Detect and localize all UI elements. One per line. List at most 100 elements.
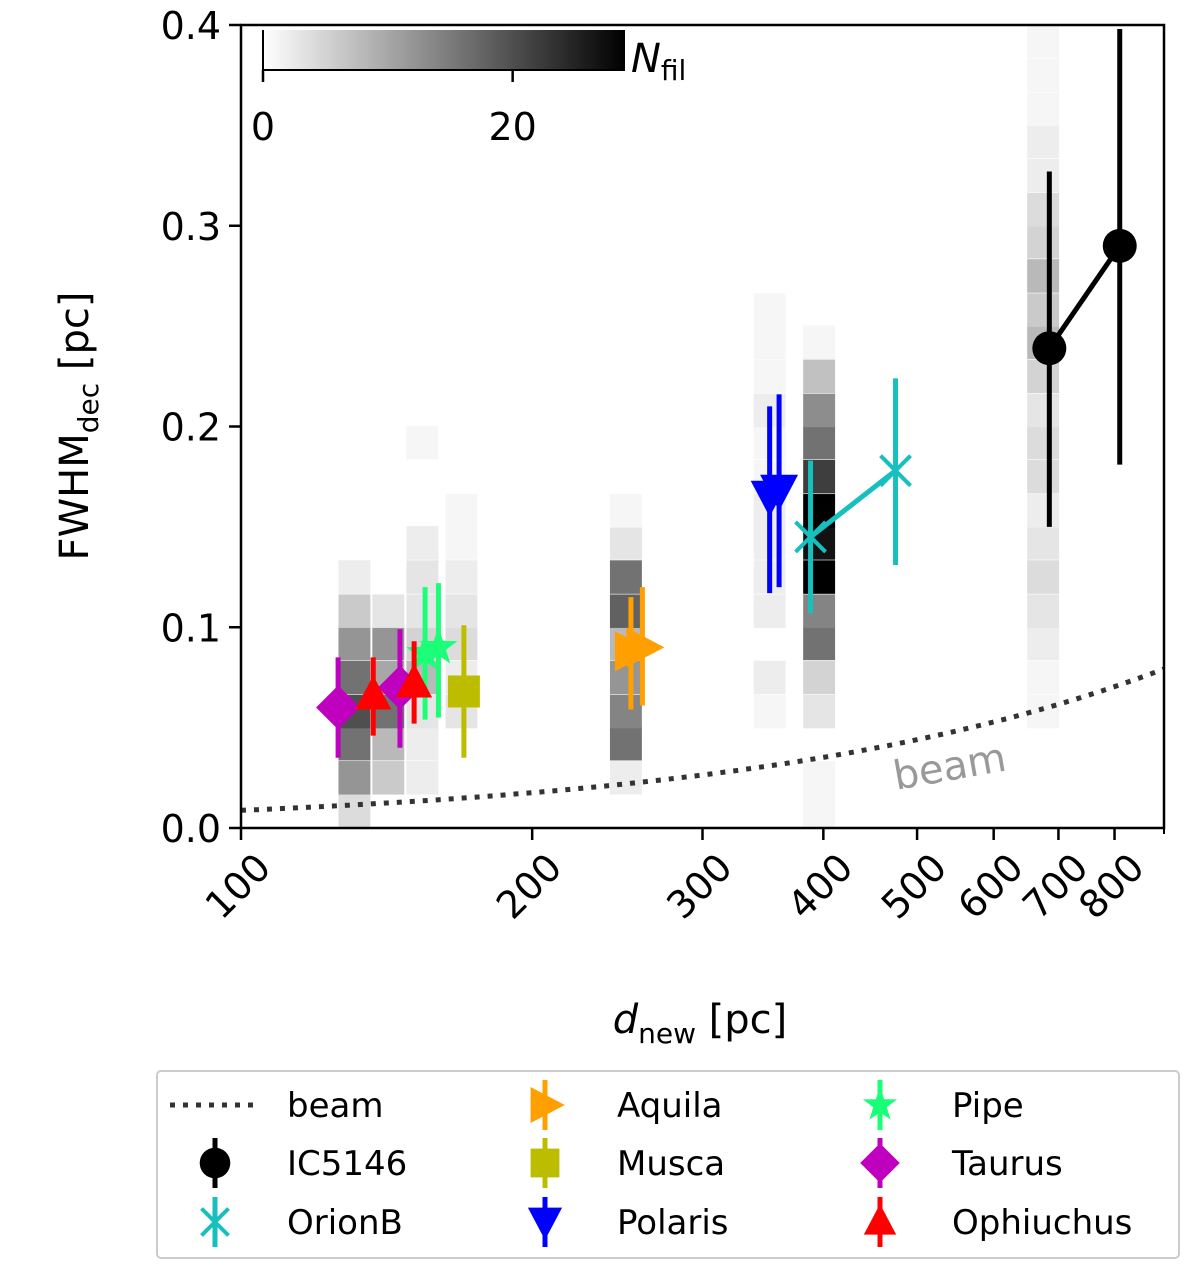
legend-item-polaris: Polaris <box>527 1197 729 1247</box>
legend-item-taurus: Taurus <box>860 1138 1063 1188</box>
y-tick-label: 0.4 <box>161 4 221 48</box>
series-taurus <box>316 629 422 758</box>
histogram-bin <box>338 560 371 594</box>
histogram-bin <box>803 393 836 428</box>
histogram-bin <box>1027 459 1060 494</box>
legend-item-musca: Musca <box>530 1138 725 1188</box>
histogram-bin <box>803 560 836 594</box>
colorbar-gradient <box>263 30 625 70</box>
legend-label-musca: Musca <box>617 1144 725 1184</box>
y-tick-label: 0.0 <box>161 807 221 851</box>
y-axis-title-unit: [pc] <box>52 292 98 383</box>
histogram-bin <box>338 660 371 695</box>
histogram-bin <box>609 560 642 594</box>
histogram-bin <box>609 694 642 729</box>
x-tick-label: 300 <box>658 845 740 927</box>
legend-label-beam: beam <box>287 1086 383 1126</box>
histogram-bin <box>1027 293 1060 327</box>
histogram-bin <box>609 494 642 528</box>
legend-swatch-ic5146 <box>199 1147 231 1179</box>
series-polaris <box>750 394 799 594</box>
histogram-bin <box>1027 660 1060 695</box>
colorbar-label-sub: fil <box>661 54 686 87</box>
histogram-bin <box>1027 393 1060 428</box>
x-axis-title-unit: [pc] <box>696 997 787 1043</box>
histogram-bin <box>609 660 642 695</box>
legend-label-taurus: Taurus <box>951 1144 1063 1184</box>
histogram-bin <box>445 494 478 528</box>
legend: beam IC5146 OrionB Aquila Musca Polaris Pipe Ta… <box>156 1070 1180 1259</box>
beam-curve-label: beam <box>890 735 1010 800</box>
histogram-bin <box>803 626 836 661</box>
histogram-bin <box>1027 494 1060 528</box>
legend-swatch-taurus <box>860 1143 900 1183</box>
histogram-bin <box>338 794 371 828</box>
histogram-bin <box>1027 694 1060 729</box>
x-tick-label: 400 <box>779 845 861 927</box>
colorbar-ticks: 0 20 <box>251 70 537 149</box>
colorbar-tick-label: 0 <box>251 105 275 149</box>
histogram-bin <box>803 660 836 695</box>
histogram-bin <box>753 325 786 359</box>
histogram-bin <box>753 293 786 327</box>
series-orionb <box>794 378 912 614</box>
legend-swatch-aquila <box>530 1087 565 1123</box>
y-axis-title: FWHMdec [pc] <box>52 292 105 561</box>
series-pipe <box>406 583 458 720</box>
histogram-bin <box>406 694 439 729</box>
legend-label-polaris: Polaris <box>617 1203 729 1243</box>
histogram-bin <box>338 726 371 761</box>
histogram-bin <box>1027 58 1060 92</box>
histogram-bin <box>445 526 478 560</box>
histogram-bin <box>1027 425 1060 460</box>
y-tick-label: 0.3 <box>161 205 221 249</box>
point-ic5146 <box>1032 331 1067 366</box>
point-ophiuchus <box>355 675 392 710</box>
histogram-bin <box>338 761 371 795</box>
point-musca <box>447 675 480 708</box>
y-tick-label: 0.1 <box>161 606 221 650</box>
histogram-bin <box>1027 526 1060 560</box>
histogram-bin <box>406 761 439 795</box>
histogram-bin <box>753 594 786 628</box>
point-orionb <box>879 454 912 488</box>
histogram-bin <box>1027 594 1060 628</box>
legend-swatch-ophiuchus <box>863 1204 897 1235</box>
y-axis-title-sub: dec <box>72 383 105 433</box>
histogram-bin <box>406 726 439 761</box>
histogram-bin <box>803 594 836 628</box>
colorbar: 0 20 Nfil <box>251 30 686 149</box>
histogram-bin <box>1027 225 1060 259</box>
x-axis-title: dnew [pc] <box>613 997 788 1050</box>
series-ic5146 <box>1032 29 1137 527</box>
data-series-layer <box>316 29 1137 758</box>
legend-swatch-polaris <box>527 1207 563 1240</box>
legend-item-aquila: Aquila <box>530 1080 723 1130</box>
histogram-bin <box>338 626 371 661</box>
legend-label-pipe: Pipe <box>952 1086 1024 1126</box>
histogram-bin <box>1027 192 1060 227</box>
histogram-bin <box>609 726 642 761</box>
x-tick-label: 200 <box>488 845 570 927</box>
series-line-ic5146 <box>1047 244 1122 350</box>
histogram-bin <box>372 761 405 795</box>
histogram-bin <box>1027 359 1060 394</box>
legend-item-orionb: OrionB <box>200 1197 403 1247</box>
histogram-bin <box>803 459 836 494</box>
histogram-bin <box>803 425 836 460</box>
histogram-bin <box>406 526 439 560</box>
histogram-bin <box>753 694 786 729</box>
histogram-bin <box>1027 626 1060 661</box>
legend-label-ophiuchus: Ophiuchus <box>952 1203 1132 1243</box>
point-pipe <box>419 627 458 664</box>
legend-label-aquila: Aquila <box>617 1086 723 1126</box>
legend-label-ic5146: IC5146 <box>287 1144 407 1184</box>
y-axis-title-main: FWHM <box>52 433 98 560</box>
histogram-bin <box>803 761 836 795</box>
y-axis: 0.0 0.1 0.2 0.3 0.4 <box>161 4 241 851</box>
point-taurus <box>316 685 361 730</box>
legend-item-ic5146: IC5146 <box>199 1138 407 1188</box>
point-aquila <box>626 627 665 668</box>
